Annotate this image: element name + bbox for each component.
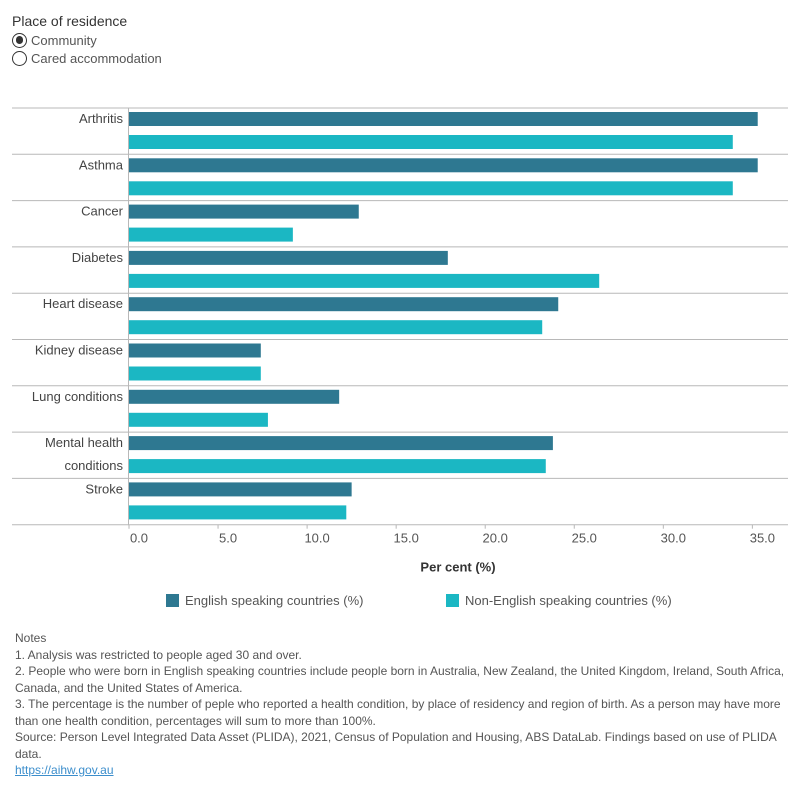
notes-section: Notes 1. Analysis was restricted to peop… (15, 630, 790, 779)
radio-option-community[interactable]: Community (12, 31, 162, 49)
category-label: Diabetes (72, 250, 124, 265)
legend-item-english[interactable]: English speaking countries (%) (166, 593, 363, 608)
legend-swatch-english (166, 594, 179, 607)
category-label: Asthma (79, 157, 124, 172)
x-tick-label: 35.0 (750, 531, 775, 546)
bar-english (129, 112, 758, 126)
filter-title: Place of residence (12, 13, 128, 29)
notes-heading: Notes (15, 631, 47, 645)
bar-english (129, 250, 448, 265)
bar-non-english (129, 412, 268, 427)
category-label: Lung conditions (32, 389, 124, 404)
note-line: 2. People who were born in English speak… (15, 664, 785, 695)
x-tick-label: 15.0 (394, 531, 419, 546)
legend-item-non-english[interactable]: Non-English speaking countries (%) (446, 593, 672, 608)
legend-label-non-english: Non-English speaking countries (%) (465, 593, 672, 608)
radio-label-community: Community (31, 32, 97, 48)
category-label: Arthritis (79, 111, 124, 126)
x-tick-label: 10.0 (304, 531, 329, 546)
bar-english (129, 482, 352, 497)
radio-unchecked-icon[interactable] (12, 50, 27, 66)
bar-non-english (129, 181, 733, 196)
bar-chart: Arthritis Asthma Cancer Diabetes Heart disea… (12, 107, 788, 575)
bar-english (129, 297, 559, 312)
x-tick-label: 20.0 (483, 531, 508, 546)
bar-non-english (129, 227, 293, 242)
radio-checked-icon[interactable] (12, 32, 27, 48)
legend-swatch-non-english (446, 594, 459, 607)
category-label: Stroke (85, 481, 123, 496)
category-label: Cancer (81, 204, 124, 219)
aihw-link[interactable]: https://aihw.gov.au (15, 763, 114, 777)
bar-english (129, 436, 553, 451)
note-line: 3. The percentage is the number of peple… (15, 697, 781, 728)
bar-english (129, 158, 758, 173)
bar-english (129, 204, 359, 219)
bar-english (129, 389, 340, 404)
source-line: Source: Person Level Integrated Data Ass… (15, 730, 777, 761)
x-axis-title: Per cent (%) (420, 560, 495, 575)
category-label: Mental health conditions (45, 435, 124, 473)
bar-non-english (129, 366, 261, 381)
note-line: 1. Analysis was restricted to people age… (15, 647, 302, 662)
bar-non-english (129, 505, 347, 520)
x-tick-label: 30.0 (661, 531, 686, 546)
category-label: Kidney disease (35, 343, 123, 358)
category-label: Heart disease (43, 296, 123, 311)
bar-english (129, 343, 261, 358)
x-tick-label: 0.0 (130, 531, 148, 546)
bar-non-english (129, 135, 733, 149)
legend-label-english: English speaking countries (%) (185, 593, 364, 608)
place-of-residence-filter: Place of residence Community Cared accom… (12, 13, 162, 67)
bar-non-english (129, 273, 600, 288)
radio-option-cared-accommodation[interactable]: Cared accommodation (12, 49, 162, 67)
x-tick-label: 5.0 (219, 531, 237, 546)
radio-label-cared-accommodation: Cared accommodation (31, 50, 162, 66)
bar-non-english (129, 459, 546, 474)
x-tick-label: 25.0 (572, 531, 597, 546)
bar-non-english (129, 320, 543, 335)
